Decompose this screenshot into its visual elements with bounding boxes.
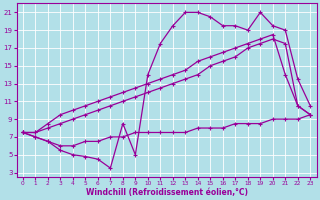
X-axis label: Windchill (Refroidissement éolien,°C): Windchill (Refroidissement éolien,°C)	[85, 188, 248, 197]
